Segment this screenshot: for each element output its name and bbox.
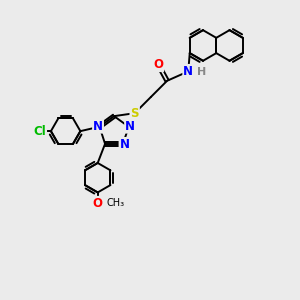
Text: N: N [125, 120, 135, 133]
Text: N: N [183, 65, 193, 78]
Text: H: H [196, 67, 206, 77]
Text: O: O [93, 197, 103, 210]
Text: O: O [153, 58, 163, 71]
Text: CH₃: CH₃ [106, 198, 125, 208]
Text: N: N [119, 138, 130, 151]
Text: Cl: Cl [33, 124, 46, 138]
Text: N: N [93, 120, 103, 133]
Text: S: S [130, 107, 139, 120]
